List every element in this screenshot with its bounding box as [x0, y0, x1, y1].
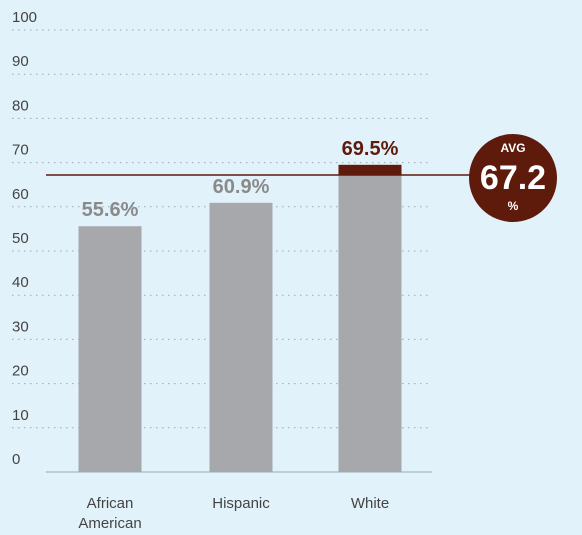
- y-tick-label: 80: [12, 97, 29, 114]
- average-value: 67.2: [480, 159, 546, 197]
- y-tick-label: 70: [12, 142, 29, 159]
- y-tick-label: 90: [12, 53, 29, 70]
- bar: [78, 226, 142, 472]
- bars: [78, 164, 402, 472]
- average-badge: [469, 134, 557, 222]
- average-label: AVG: [500, 141, 525, 155]
- y-tick-label: 0: [12, 451, 20, 468]
- y-tick-label: 40: [12, 274, 29, 291]
- average-unit: %: [508, 199, 519, 213]
- value-label: 55.6%: [82, 199, 139, 221]
- y-tick-label: 60: [12, 186, 29, 203]
- y-tick-label: 50: [12, 230, 29, 247]
- category-label: Hispanic: [212, 495, 270, 512]
- y-tick-label: 20: [12, 363, 29, 380]
- average-reference: AVG 67.2 %: [46, 134, 557, 222]
- category-label: African American: [78, 495, 141, 532]
- y-tick-label: 10: [12, 407, 29, 424]
- bar-above-average: [338, 164, 402, 175]
- bar: [338, 174, 402, 472]
- bar: [209, 202, 273, 472]
- value-label: 69.5%: [342, 138, 399, 160]
- y-tick-label: 100: [12, 9, 37, 26]
- value-label: 60.9%: [213, 176, 270, 198]
- category-label: White: [351, 495, 389, 512]
- value-labels: 55.6% 60.9% 69.5%: [82, 138, 399, 221]
- y-axis-ticks: 0 10 20 30 40 50 60 70 80 90 100: [12, 9, 37, 468]
- category-labels: African American Hispanic White: [78, 495, 389, 532]
- y-tick-label: 30: [12, 318, 29, 335]
